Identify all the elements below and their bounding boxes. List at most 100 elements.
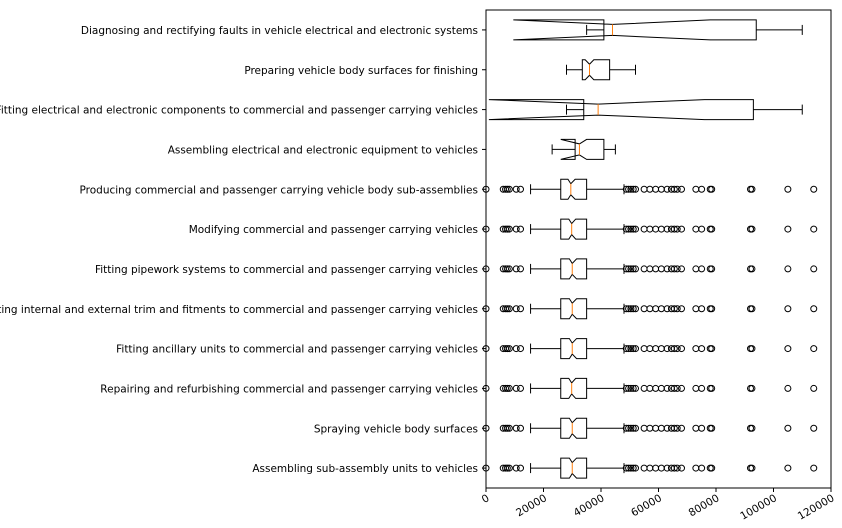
outlier-point: [663, 345, 671, 353]
notched-box: [560, 298, 588, 320]
outlier-point: [708, 265, 716, 273]
outlier-point: [692, 185, 700, 193]
outlier-point: [622, 384, 630, 392]
category-label: Preparing vehicle body surfaces for fini…: [244, 65, 478, 77]
outlier-point: [748, 464, 756, 472]
outlier-point: [622, 185, 630, 193]
outlier-point: [670, 384, 678, 392]
category-label: Repairing and refurbishing commercial an…: [100, 383, 478, 395]
outlier-point: [625, 464, 633, 472]
box-group: [482, 178, 818, 200]
outlier-point: [629, 384, 637, 392]
outlier-point: [503, 384, 511, 392]
box-group: [482, 457, 818, 479]
outlier-point: [678, 265, 685, 273]
outlier-point: [625, 345, 633, 353]
outlier-point: [692, 265, 700, 273]
outlier-point: [512, 265, 520, 273]
outlier-point: [784, 345, 792, 353]
outlier-point: [627, 345, 635, 353]
outlier-point: [627, 384, 635, 392]
outlier-point: [505, 265, 513, 273]
outlier-point: [663, 424, 671, 432]
category-label: Diagnosing and rectifying faults in vehi…: [81, 25, 478, 37]
outlier-point: [625, 185, 633, 193]
box-group: [482, 258, 818, 280]
outlier-point: [629, 305, 637, 313]
outlier-point: [748, 384, 756, 392]
outlier-point: [622, 345, 630, 353]
notched-box: [581, 59, 611, 81]
box-group: [482, 298, 818, 320]
outlier-point: [505, 185, 513, 193]
outlier-point: [708, 305, 716, 313]
outlier-point: [698, 225, 706, 233]
outlier-point: [748, 185, 756, 193]
outlier-point: [673, 185, 681, 193]
outlier-point: [692, 345, 700, 353]
outlier-point: [646, 345, 654, 353]
outlier-point: [810, 265, 818, 273]
outlier-point: [678, 225, 685, 233]
outlier-point: [652, 225, 660, 233]
outlier-point: [640, 464, 648, 472]
outlier-point: [678, 424, 685, 432]
outlier-point: [517, 305, 524, 313]
notched-box: [560, 178, 588, 200]
x-axis: 0 20000 40000 60000 80000 100000 120000: [480, 488, 837, 523]
outlier-point: [657, 424, 665, 432]
outlier-point: [673, 345, 681, 353]
outlier-point: [505, 384, 513, 392]
outlier-point: [663, 265, 671, 273]
outlier-point: [622, 424, 630, 432]
box-group: [513, 19, 803, 41]
outlier-point: [505, 345, 513, 353]
outlier-point: [632, 384, 639, 392]
outlier-point: [640, 384, 648, 392]
outlier-point: [503, 225, 511, 233]
outlier-point: [692, 384, 700, 392]
outlier-point: [657, 345, 665, 353]
outlier-point: [748, 305, 756, 313]
outlier-point: [627, 464, 635, 472]
outlier-point: [503, 185, 511, 193]
outlier-point: [663, 384, 671, 392]
outlier-point: [640, 265, 648, 273]
outlier-point: [622, 464, 630, 472]
outlier-point: [748, 345, 756, 353]
outlier-point: [810, 185, 818, 193]
outlier-point: [503, 424, 511, 432]
outlier-point: [678, 185, 685, 193]
outlier-point: [698, 384, 706, 392]
outlier-point: [698, 345, 706, 353]
outlier-point: [708, 384, 716, 392]
outlier-point: [517, 384, 524, 392]
outlier-point: [517, 185, 524, 193]
box-group: [482, 417, 818, 439]
outlier-point: [652, 464, 660, 472]
outlier-point: [632, 185, 639, 193]
outlier-point: [678, 464, 685, 472]
box-group: [482, 338, 818, 360]
outlier-point: [670, 464, 678, 472]
category-label: Fitting pipework systems to commercial a…: [95, 264, 478, 276]
outlier-point: [625, 265, 633, 273]
outlier-point: [810, 424, 818, 432]
outlier-point: [512, 345, 520, 353]
outlier-point: [673, 305, 681, 313]
outlier-point: [505, 424, 513, 432]
outlier-point: [512, 225, 520, 233]
outlier-point: [622, 305, 630, 313]
box-group: [488, 99, 803, 121]
outlier-point: [692, 305, 700, 313]
category-label: Fitting electrical and electronic compon…: [0, 105, 478, 117]
outlier-point: [670, 424, 678, 432]
outlier-point: [622, 225, 630, 233]
outlier-point: [670, 305, 678, 313]
outlier-point: [629, 345, 637, 353]
outlier-point: [505, 225, 513, 233]
outlier-point: [512, 305, 520, 313]
outlier-point: [632, 225, 639, 233]
outlier-point: [625, 384, 633, 392]
outlier-point: [670, 265, 678, 273]
